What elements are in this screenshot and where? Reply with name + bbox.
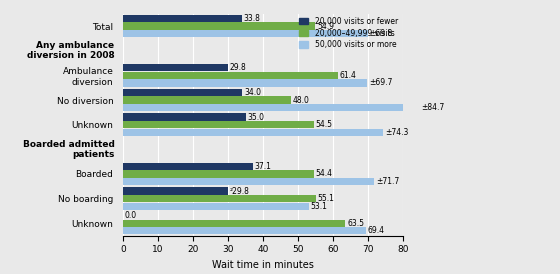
- Bar: [123, 121, 314, 128]
- Bar: [123, 22, 315, 30]
- Text: 33.8: 33.8: [243, 14, 260, 23]
- Bar: [123, 187, 227, 195]
- Text: ±84.7: ±84.7: [421, 103, 445, 112]
- Text: ±71.7: ±71.7: [376, 177, 399, 186]
- Text: 61.4: 61.4: [340, 71, 357, 80]
- Bar: [123, 64, 227, 72]
- Bar: [123, 178, 374, 185]
- Bar: [123, 96, 291, 104]
- Text: 55.1: 55.1: [318, 194, 335, 203]
- Text: 48.0: 48.0: [293, 96, 310, 104]
- Text: 35.0: 35.0: [248, 113, 264, 122]
- Text: 53.1: 53.1: [311, 202, 328, 211]
- Bar: [123, 113, 246, 121]
- X-axis label: Wait time in minutes: Wait time in minutes: [212, 260, 314, 270]
- Bar: [123, 202, 309, 210]
- Text: ±74.3: ±74.3: [385, 128, 408, 137]
- Bar: [123, 79, 367, 87]
- Bar: [123, 89, 242, 96]
- Text: 63.5: 63.5: [347, 219, 364, 228]
- Bar: [123, 129, 383, 136]
- Text: 54.5: 54.5: [316, 120, 333, 129]
- Text: 69.4: 69.4: [368, 226, 385, 235]
- Text: 37.1: 37.1: [255, 162, 272, 171]
- Bar: [123, 163, 253, 170]
- Text: 0.0: 0.0: [125, 211, 137, 220]
- Text: ²29.8: ²29.8: [229, 187, 249, 196]
- Bar: [123, 104, 419, 111]
- Bar: [123, 15, 241, 22]
- Bar: [123, 170, 314, 178]
- Text: 54.9: 54.9: [317, 22, 334, 30]
- Bar: [123, 227, 366, 235]
- Text: 54.4: 54.4: [315, 170, 332, 178]
- Text: Boarded admitted
patients: Boarded admitted patients: [22, 140, 114, 159]
- Bar: [123, 72, 338, 79]
- Text: Any ambulance
diversion in 2008: Any ambulance diversion in 2008: [27, 41, 114, 60]
- Text: ±69.8: ±69.8: [369, 29, 393, 38]
- Bar: [123, 220, 346, 227]
- Text: 34.0: 34.0: [244, 88, 261, 97]
- Bar: [123, 30, 367, 37]
- Text: ±69.7: ±69.7: [369, 78, 392, 87]
- Bar: [123, 195, 316, 202]
- Text: 29.8: 29.8: [229, 63, 246, 72]
- Legend: 20,000 visits or fewer, 20,000–49,999 visits, 50,000 visits or more: 20,000 visits or fewer, 20,000–49,999 vi…: [298, 15, 399, 51]
